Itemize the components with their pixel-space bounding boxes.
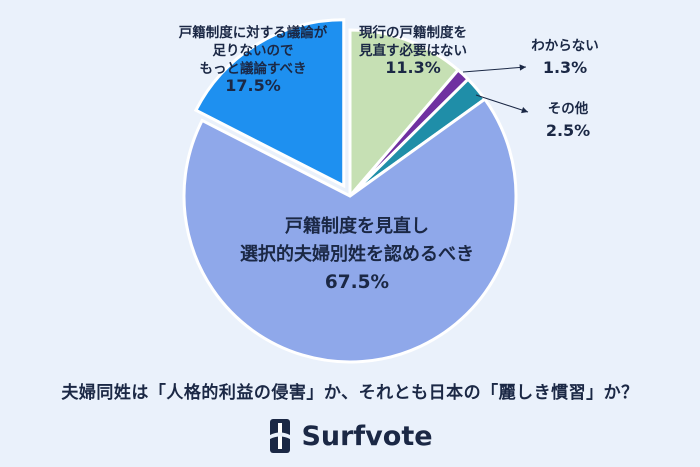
pie-slice: [193, 18, 346, 189]
slice-category-label: もっと議論すべき: [199, 60, 306, 77]
slice-percent-label: 2.5%: [546, 121, 590, 140]
slice-category-label: 現行の戸籍制度を: [359, 24, 467, 41]
slice-category-label: 見直す必要はない: [358, 42, 467, 59]
leader-line: [462, 66, 527, 73]
slice-percent-label: 1.3%: [543, 58, 587, 77]
slice-category-label: 戸籍制度を見直し: [285, 215, 429, 237]
leader-arrow: [521, 107, 528, 114]
pie-slice: [348, 28, 461, 201]
slice-percent-label: 11.3%: [385, 58, 441, 77]
slice-category-label: 選択的夫婦別姓を認めるべき: [240, 243, 474, 265]
leader-line: [475, 94, 529, 113]
pie-slice: [182, 97, 518, 364]
leader-arrow: [519, 64, 526, 71]
slice-category-label: 足りないので: [213, 43, 294, 59]
slice-category-label: その他: [548, 100, 589, 117]
slice-percent-label: 67.5%: [325, 272, 389, 293]
slice-category-label: 戸籍制度に対する議論が: [179, 24, 328, 41]
slice-category-label: わからない: [531, 38, 599, 54]
brand-name: Surfvote: [301, 420, 433, 452]
question-title: 夫婦同姓は「人格的利益の侵害」か、それとも日本の「麗しき慣習」か？: [61, 383, 639, 403]
slice-percent-label: 17.5%: [225, 76, 281, 95]
surfvote-logo-icon: [270, 419, 291, 453]
brand-footer: Surfvote: [0, 416, 700, 456]
